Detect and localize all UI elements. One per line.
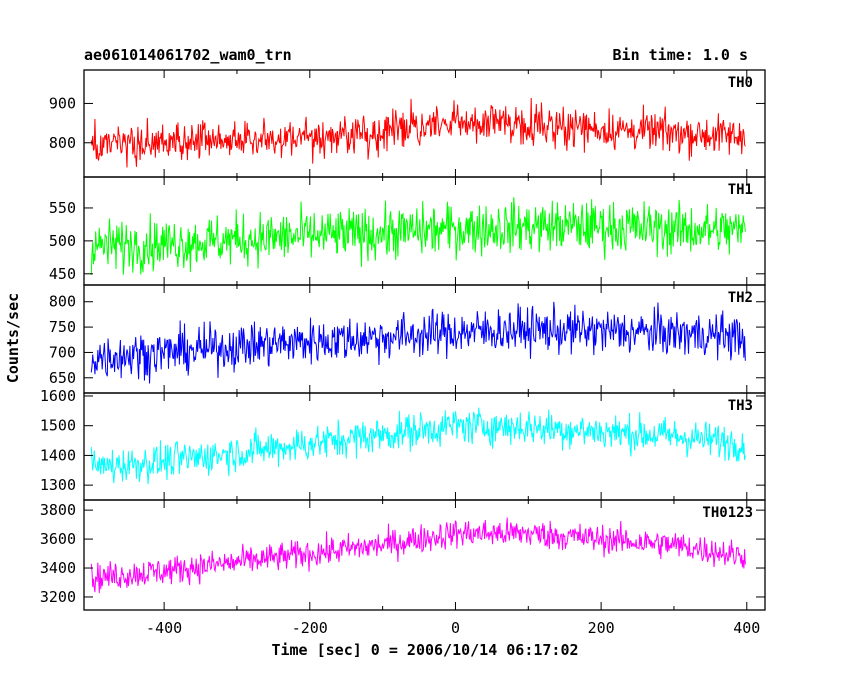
y-axis-label: Counts/sec xyxy=(4,293,22,383)
series-line-th0 xyxy=(90,97,746,168)
y-tick-label: 1500 xyxy=(40,417,76,435)
y-tick-label: 1300 xyxy=(40,476,76,494)
series-line-th0123 xyxy=(90,517,746,594)
series-line-th1 xyxy=(90,197,746,276)
x-tick-labels: -400 -200 0 200 400 xyxy=(146,619,760,637)
panel-th3: 1300 1400 1500 1600 TH3 xyxy=(40,387,766,501)
chart-title: ae061014061702_wam0_trn xyxy=(84,46,292,64)
panel-th0: 800 900 TH0 xyxy=(49,69,766,178)
y-tick-label: 900 xyxy=(49,94,76,112)
y-tick-label: 650 xyxy=(49,369,76,387)
x-tick-label: 200 xyxy=(588,619,615,637)
panel-frame xyxy=(83,499,766,611)
y-tick-label: 1600 xyxy=(40,387,76,405)
series-line-th2 xyxy=(90,301,746,384)
panels-group: 800 900 TH0 450 500 550 TH1 650 700 750 800 TH2 1300… xyxy=(40,69,766,611)
panel-th1: 450 500 550 TH1 xyxy=(49,176,766,286)
y-tick-label: 3200 xyxy=(40,588,76,606)
x-tick-label: -400 xyxy=(146,619,182,637)
x-tick-label: 400 xyxy=(733,619,760,637)
x-axis-label: Time [sec] 0 = 2006/10/14 06:17:02 xyxy=(271,641,578,659)
x-tick-label: -200 xyxy=(292,619,328,637)
y-tick-label: 750 xyxy=(49,318,76,336)
y-tick-label: 700 xyxy=(49,343,76,361)
panel-label: TH0 xyxy=(728,75,753,91)
panel-label: TH1 xyxy=(728,182,753,198)
panel-th2: 650 700 750 800 TH2 xyxy=(49,284,766,394)
x-tick-label: 0 xyxy=(451,619,460,637)
y-tick-label: 3400 xyxy=(40,559,76,577)
y-tick-label: 800 xyxy=(49,293,76,311)
y-tick-label: 3600 xyxy=(40,530,76,548)
panel-label: TH2 xyxy=(728,290,753,306)
panel-label: TH0123 xyxy=(702,505,753,521)
y-tick-label: 3800 xyxy=(40,501,76,519)
series-line-th3 xyxy=(90,407,746,485)
panel-frame xyxy=(83,392,766,501)
panel-th0123: 3200 3400 3600 3800 TH0123 xyxy=(40,499,766,611)
y-tick-label: 550 xyxy=(49,199,76,217)
y-tick-label: 800 xyxy=(49,134,76,152)
bin-time-label: Bin time: 1.0 s xyxy=(613,46,748,64)
y-tick-label: 450 xyxy=(49,265,76,283)
y-tick-label: 1400 xyxy=(40,446,76,464)
panel-label: TH3 xyxy=(728,398,753,414)
y-tick-label: 500 xyxy=(49,232,76,250)
